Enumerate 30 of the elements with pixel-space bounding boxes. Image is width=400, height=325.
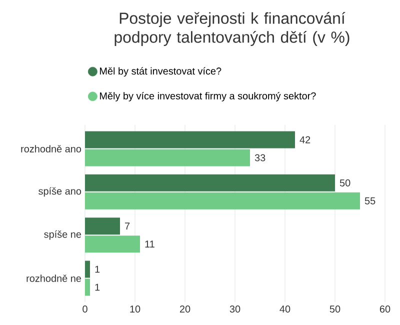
bar (85, 174, 335, 192)
bar (85, 192, 360, 210)
chart-title: Postoje veřejnosti k financování podpory talentovaných dětí (v %) (114, 12, 350, 46)
legend-label: Měly by více investovat firmy a soukromý sektor? (100, 92, 316, 102)
legend-label: Měl by stát investovat více? (100, 67, 222, 77)
y-tick-label: spíše ne (44, 230, 82, 240)
x-tick-label: 40 (280, 306, 290, 313)
data-label: 55 (364, 197, 376, 204)
data-label: 7 (125, 222, 130, 230)
x-tick-label: 30 (230, 306, 240, 313)
x-tick-label: 10 (130, 306, 140, 313)
data-label: 1 (95, 266, 100, 273)
y-tick-label: rozhodně ne (26, 274, 82, 282)
x-tick-label: 50 (330, 306, 340, 313)
data-label: 42 (300, 136, 310, 144)
x-tick-label: 0 (82, 306, 88, 313)
bar (85, 218, 120, 235)
bar (85, 260, 90, 278)
x-tick-label: 20 (180, 306, 190, 313)
bar (85, 149, 250, 166)
bar (85, 236, 140, 253)
y-tick-label: spíše ano (38, 187, 82, 197)
data-label: 33 (254, 154, 266, 162)
x-tick-label: 60 (380, 306, 390, 313)
bar (85, 131, 295, 148)
data-label: 11 (145, 240, 154, 248)
data-label: 50 (340, 179, 350, 186)
bar (85, 278, 90, 296)
y-tick-label: rozhodně ano (21, 145, 82, 152)
data-label: 1 (95, 284, 100, 291)
